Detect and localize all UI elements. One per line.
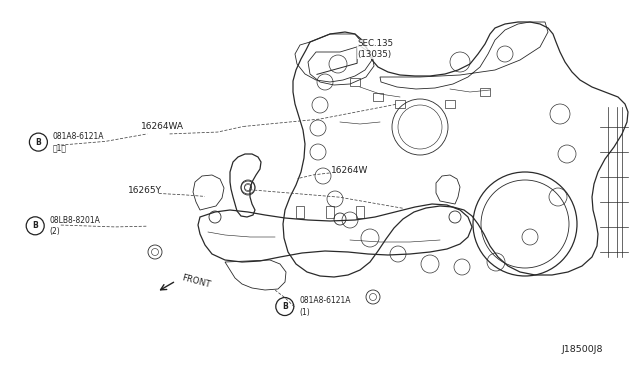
Text: FRONT: FRONT (180, 273, 211, 290)
Bar (350, 78, 360, 86)
Bar (395, 100, 405, 108)
Text: 16264W: 16264W (331, 166, 368, 174)
Text: 081A8-6121A
(1): 081A8-6121A (1) (300, 296, 351, 317)
Bar (480, 88, 490, 96)
Bar (373, 93, 383, 101)
Text: 16265Y: 16265Y (128, 186, 162, 195)
Text: B: B (282, 302, 287, 311)
Bar (326, 206, 334, 218)
Text: B: B (36, 138, 41, 147)
Text: 16264WA: 16264WA (141, 122, 184, 131)
Text: SEC.135
(13035): SEC.135 (13035) (357, 39, 393, 59)
Text: J18500J8: J18500J8 (562, 345, 604, 354)
Text: B: B (33, 221, 38, 230)
Bar (296, 206, 304, 218)
Bar (356, 206, 364, 218)
Text: 081A8-6121A
、1。: 081A8-6121A 、1。 (52, 132, 104, 152)
Text: 08LB8-8201A
(2): 08LB8-8201A (2) (49, 216, 100, 236)
Bar (445, 100, 455, 108)
